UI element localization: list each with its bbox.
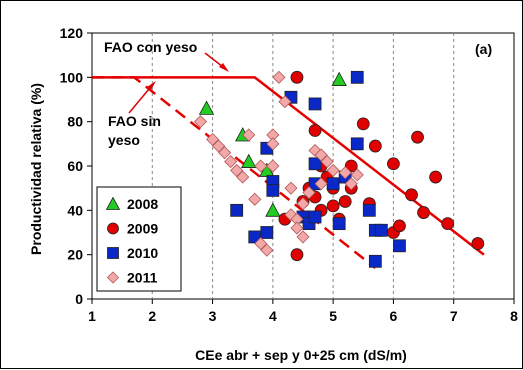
point-2009-11 [326, 199, 340, 213]
point-2009-13 [338, 195, 352, 208]
point-2011-22 [296, 197, 310, 211]
legend-label-2011: 2011 [127, 270, 158, 286]
point-2010-12 [308, 210, 322, 224]
x-tick-label-1: 1 [88, 308, 96, 324]
point-2011-25 [314, 148, 328, 162]
legend-label-2010: 2010 [127, 245, 158, 261]
point-2010-21 [374, 223, 388, 237]
point-2009-23 [405, 188, 418, 202]
x-tick-label-8: 8 [510, 308, 518, 324]
point-2010-18 [362, 203, 376, 217]
x-tick-label-3: 3 [209, 308, 217, 324]
point-2008-2 [241, 153, 257, 168]
x-tick-label-2: 2 [148, 308, 156, 324]
point-2009-20 [387, 157, 400, 171]
point-2010-16 [350, 70, 364, 84]
point-2011-1 [206, 132, 220, 146]
point-2011-14 [266, 159, 280, 173]
point-2010-0 [230, 203, 244, 217]
legend-label-2008: 2008 [127, 196, 158, 212]
point-2011-5 [230, 163, 244, 177]
x-tick-label-4: 4 [269, 308, 277, 324]
y-tick-label-80: 80 [67, 114, 83, 130]
point-2010-2 [260, 226, 274, 239]
legend-label-2009: 2009 [127, 221, 158, 237]
point-2011-0 [193, 115, 208, 129]
point-2008-0 [198, 100, 215, 115]
point-2009-0 [290, 70, 304, 84]
point-2010-14 [332, 217, 346, 231]
point-2011-31 [350, 168, 364, 182]
point-2011-6 [236, 170, 250, 184]
point-2011-7 [242, 128, 256, 142]
point-2011-13 [266, 137, 280, 151]
fao-sin-yeso-line [92, 76, 377, 269]
y-tick-label-20: 20 [67, 247, 83, 263]
point-2011-29 [338, 166, 352, 180]
point-2009-24 [411, 130, 424, 144]
point-2011-17 [284, 181, 298, 195]
y-tick-label-0: 0 [75, 291, 83, 307]
point-2011-23 [302, 186, 316, 200]
point-2011-11 [260, 243, 274, 257]
point-2009-26 [429, 170, 443, 184]
point-2009-5 [308, 124, 322, 137]
point-2011-10 [254, 237, 268, 251]
annotation-fao-sin-yeso-line2: yeso [108, 132, 140, 148]
point-2009-16 [356, 117, 370, 131]
legend-marker-2010 [107, 247, 119, 259]
y-tick-label-40: 40 [67, 202, 83, 218]
point-2010-13 [326, 177, 340, 191]
point-2011-9 [254, 159, 268, 173]
annotation-fao-con-yeso: FAO con yeso [104, 39, 197, 55]
point-2011-30 [344, 177, 358, 191]
point-2010-20 [368, 254, 382, 268]
point-2011-8 [248, 192, 262, 206]
y-axis-label: Productividad relativa (%) [28, 83, 44, 255]
y-tick-label-100: 100 [60, 69, 84, 85]
point-2011-26 [314, 177, 328, 191]
point-2010-10 [308, 157, 322, 171]
point-2009-2 [290, 248, 304, 262]
legend: 2008 2009 2010 2011 [96, 186, 182, 292]
point-2009-22 [393, 219, 406, 233]
point-2010-5 [266, 183, 280, 197]
point-2011-16 [278, 95, 292, 109]
point-2011-4 [224, 155, 238, 169]
point-2011-21 [296, 230, 310, 244]
annotation-fao-sin-yeso-line1: FAO sin [108, 113, 161, 129]
x-tick-label-7: 7 [450, 308, 458, 324]
point-2009-25 [417, 206, 430, 219]
point-2010-9 [308, 97, 322, 111]
x-tick-label-5: 5 [329, 308, 337, 324]
point-2011-2 [212, 139, 226, 153]
x-tick-label-6: 6 [390, 308, 398, 324]
y-tick-label-120: 120 [60, 25, 84, 41]
point-2010-22 [393, 239, 406, 253]
arrowhead-sin-yeso [147, 81, 156, 90]
point-2011-28 [326, 163, 340, 177]
point-2008-5 [331, 71, 347, 86]
legend-marker-2009 [107, 222, 119, 235]
point-2011-27 [320, 155, 334, 169]
legend-marker-2008 [105, 196, 121, 210]
panel-label: (a) [475, 41, 492, 57]
point-2009-18 [368, 139, 382, 153]
point-2009-28 [471, 237, 485, 250]
arrowhead-con-yeso [219, 63, 229, 72]
point-2009-27 [441, 217, 455, 231]
legend-marker-2011 [106, 271, 120, 284]
point-2010-17 [350, 137, 364, 151]
point-2011-20 [290, 221, 304, 235]
x-axis-label: CEe abr + sep y 0+25 cm (dS/m) [195, 347, 407, 363]
point-2011-3 [218, 146, 232, 160]
y-tick-label-60: 60 [67, 158, 83, 174]
point-2008-4 [265, 202, 281, 217]
point-2011-15 [272, 70, 286, 84]
